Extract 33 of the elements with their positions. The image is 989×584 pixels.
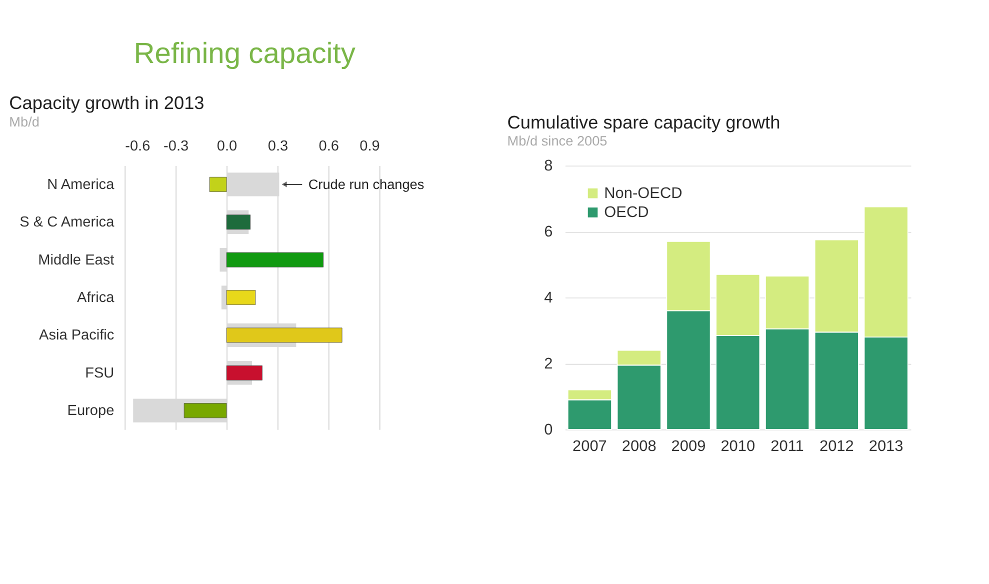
y-tick-label: S & C America <box>20 214 116 231</box>
y-axis-title: Mb/d since 2005 <box>507 134 608 149</box>
chart-title: Cumulative spare capacity growth <box>507 112 780 132</box>
x-tick-label: 0.9 <box>360 138 380 155</box>
y-tick-label: 2 <box>544 355 553 372</box>
x-tick-label: 2010 <box>720 438 756 455</box>
y-tick-label: 8 <box>544 158 553 175</box>
y-tick-label: Asia Pacific <box>39 328 114 344</box>
y-tick-label: 0 <box>544 421 553 438</box>
x-axis-title: Mb/d <box>9 114 40 130</box>
y-tick-label: 6 <box>544 224 553 241</box>
x-tick-label: 0.3 <box>268 138 288 155</box>
x-tick-label: 2012 <box>819 438 854 455</box>
chart-title: Capacity growth in 2013 <box>9 93 204 114</box>
x-tick-label: 2011 <box>770 438 804 455</box>
legend-label: Non-OECD <box>604 184 682 202</box>
y-tick-label: Europe <box>67 403 114 420</box>
x-tick-label: -0.3 <box>164 138 189 155</box>
x-tick-label: 2008 <box>622 438 656 455</box>
y-tick-label: FSU <box>85 365 114 382</box>
x-tick-label: 0.6 <box>318 138 340 155</box>
text: Crude run changes <box>308 176 424 192</box>
text: Refining capacity <box>134 38 356 70</box>
y-tick-label: Africa <box>77 290 116 306</box>
legend-label: OECD <box>604 204 649 221</box>
x-tick-label: 2007 <box>572 438 607 455</box>
x-tick-label: 2013 <box>868 438 904 455</box>
y-tick-label: 4 <box>544 290 554 307</box>
y-tick-label: N America <box>47 176 116 193</box>
x-tick-label: 2009 <box>671 438 706 455</box>
y-tick-label: Middle East <box>38 252 114 268</box>
x-tick-label: -0.6 <box>125 138 150 155</box>
x-tick-label: 0.0 <box>216 138 238 155</box>
